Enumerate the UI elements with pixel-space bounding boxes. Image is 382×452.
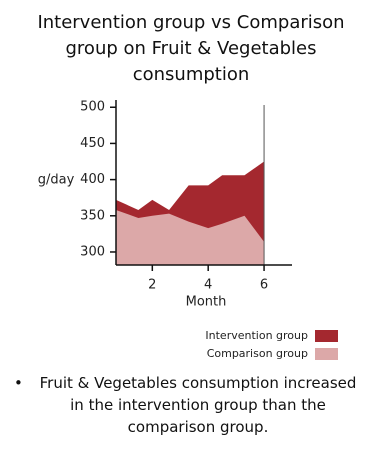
legend-swatch: [315, 330, 338, 342]
legend-swatch: [315, 348, 338, 360]
y-tick-label: 500: [80, 100, 105, 115]
y-tick-label: 400: [80, 172, 105, 187]
legend-label: Comparison group: [207, 347, 308, 360]
bullet: •: [14, 374, 23, 392]
area: [116, 210, 265, 265]
x-tick-label: 2: [148, 278, 156, 293]
x-tick-label: 6: [260, 278, 268, 293]
legend-label: Intervention group: [205, 329, 308, 342]
y-tick-label: 350: [80, 208, 105, 223]
note-text: Fruit & Vegetables consumption increased…: [39, 374, 357, 436]
y-tick-label: 300: [80, 244, 105, 259]
y-axis-label: g/day: [38, 173, 75, 188]
note: • Fruit & Vegetables consumption increase…: [14, 372, 364, 438]
chart-title: Intervention group vs Comparison group o…: [37, 12, 345, 85]
x-axis-label: Month: [186, 295, 227, 310]
y-tick-label: 450: [80, 136, 105, 151]
x-tick-label: 4: [204, 278, 212, 293]
